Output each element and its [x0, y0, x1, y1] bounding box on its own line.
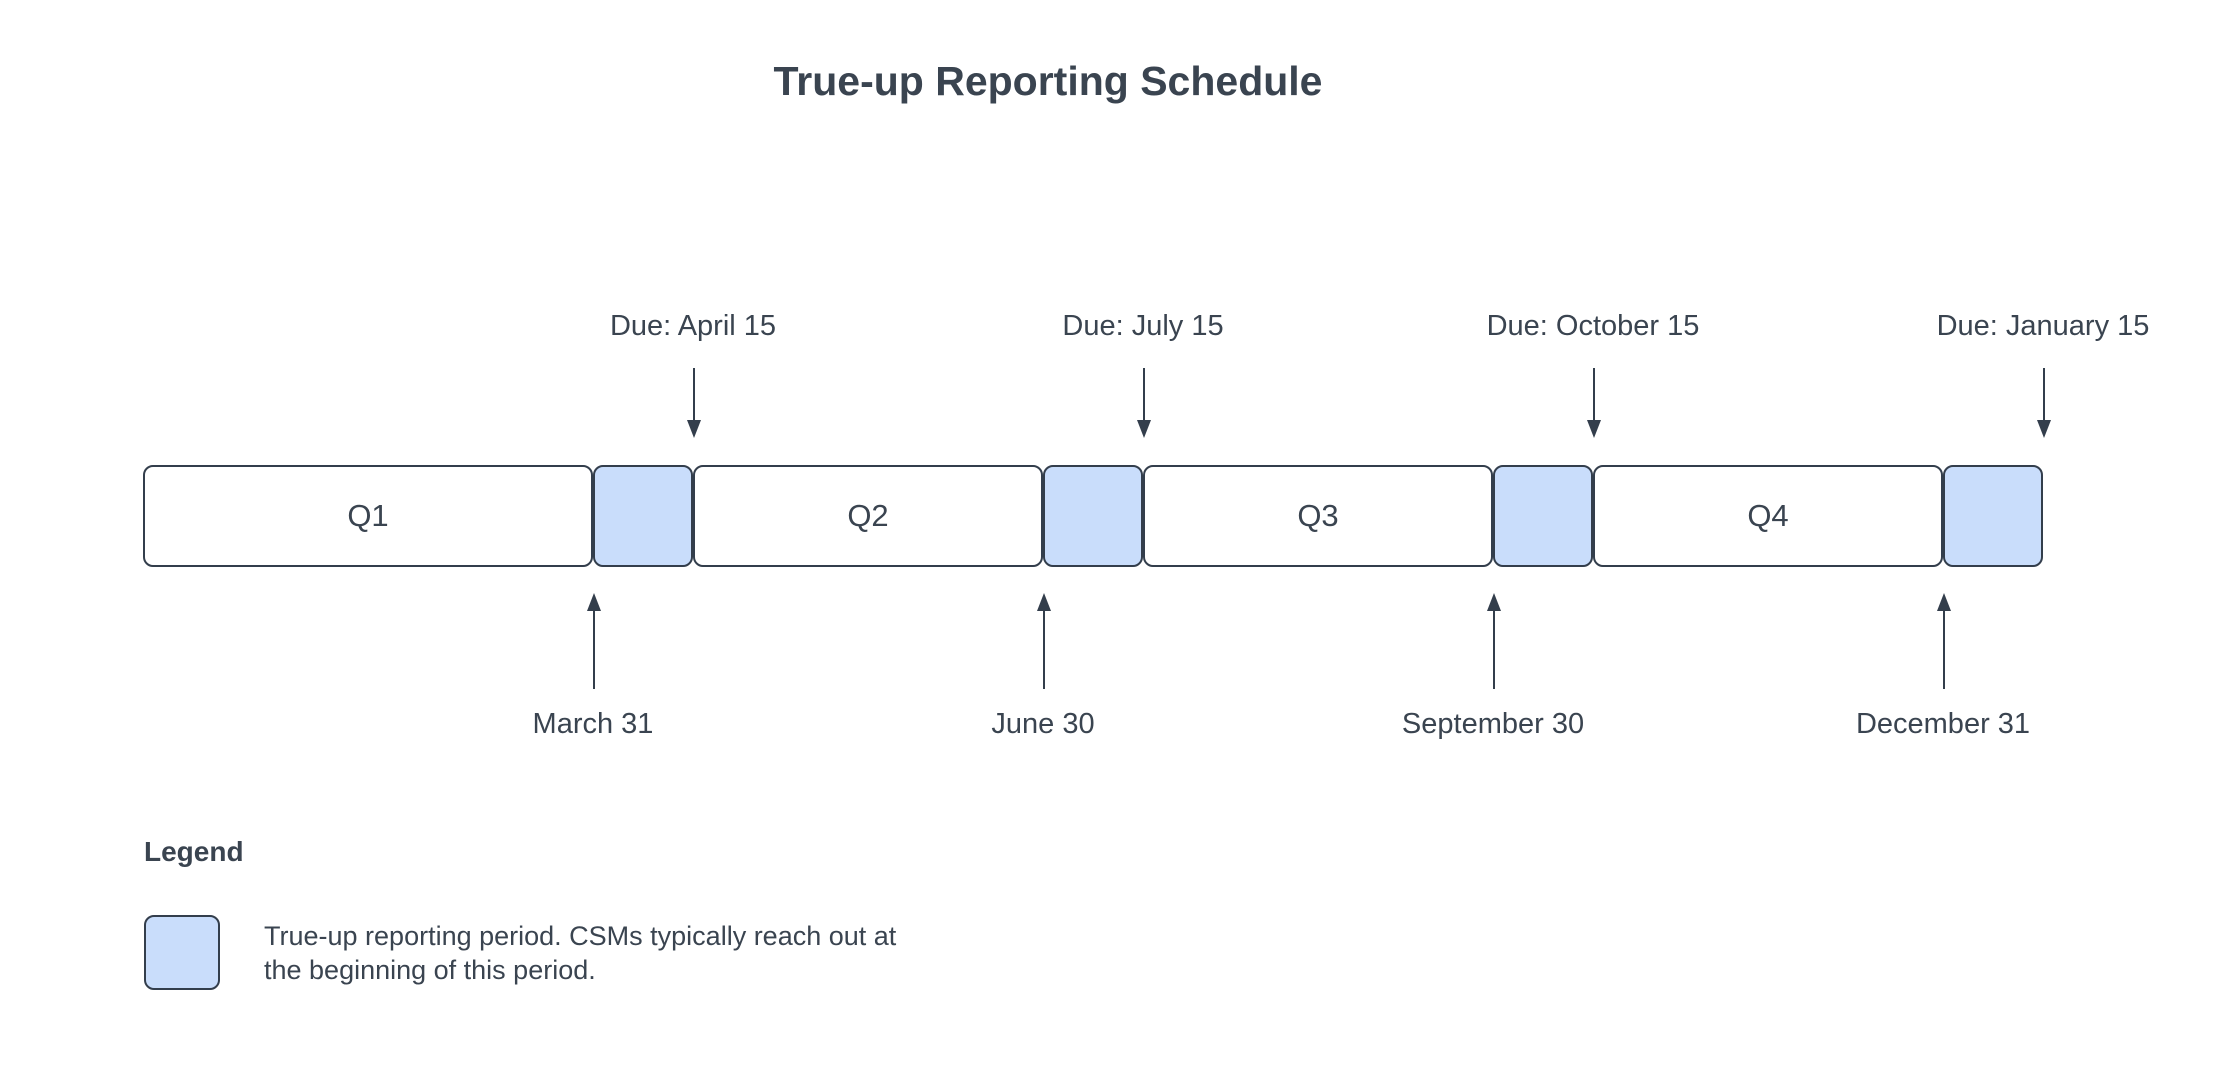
arrow-shaft — [593, 610, 595, 689]
arrow-shaft — [1943, 610, 1945, 689]
due-arrow-down-icon — [686, 368, 702, 439]
legend-heading: Legend — [144, 836, 244, 867]
quarter-end-label-q1: March 31 — [532, 708, 654, 740]
trueup-period-box-q1 — [593, 465, 693, 567]
arrow-head — [1037, 593, 1051, 611]
arrow-head — [1937, 593, 1951, 611]
arrow-shaft — [1143, 368, 1145, 421]
quarter-end-arrow-up-icon — [1486, 593, 1502, 690]
quarter-label: Q4 — [1747, 498, 1789, 533]
quarter-end-arrow-up-icon — [1936, 593, 1952, 690]
due-arrow-down-icon — [1586, 368, 1602, 439]
trueup-period-box-q4 — [1943, 465, 2043, 567]
arrow-shaft — [1593, 368, 1595, 421]
quarter-end-arrow-up-icon — [1036, 593, 1052, 690]
quarter-label: Q1 — [347, 498, 389, 533]
due-label-q4: Due: January 15 — [1936, 310, 2150, 342]
trueup-period-box-q2 — [1043, 465, 1143, 567]
quarter-end-label-q4: December 31 — [1855, 708, 2031, 740]
quarter-box-q4: Q4 — [1593, 465, 1943, 567]
due-label-q2: Due: July 15 — [1062, 310, 1224, 342]
legend-description-line: the beginning of this period. — [264, 955, 596, 985]
legend-description-line: True-up reporting period. CSMs typically… — [264, 921, 897, 951]
quarter-box-q1: Q1 — [143, 465, 593, 567]
quarter-box-q3: Q3 — [1143, 465, 1493, 567]
arrow-shaft — [693, 368, 695, 421]
trueup-period-box-q3 — [1493, 465, 1593, 567]
quarter-end-label-q3: September 30 — [1401, 708, 1585, 740]
due-label-q3: Due: October 15 — [1486, 310, 1700, 342]
page-title: True-up Reporting Schedule — [773, 58, 1323, 104]
quarter-box-q2: Q2 — [693, 465, 1043, 567]
legend-trueup-swatch — [144, 915, 220, 990]
due-arrow-down-icon — [1136, 368, 1152, 439]
arrow-shaft — [2043, 368, 2045, 421]
arrow-head — [2037, 420, 2051, 438]
arrow-shaft — [1043, 610, 1045, 689]
arrow-head — [587, 593, 601, 611]
legend-description: True-up reporting period. CSMs typically… — [264, 919, 896, 987]
arrow-head — [687, 420, 701, 438]
arrow-head — [1137, 420, 1151, 438]
arrow-head — [1587, 420, 1601, 438]
due-arrow-down-icon — [2036, 368, 2052, 439]
due-label-q1: Due: April 15 — [609, 310, 777, 342]
quarter-label: Q3 — [1297, 498, 1339, 533]
arrow-shaft — [1493, 610, 1495, 689]
arrow-head — [1487, 593, 1501, 611]
quarter-label: Q2 — [847, 498, 889, 533]
quarter-end-arrow-up-icon — [586, 593, 602, 690]
quarter-end-label-q2: June 30 — [991, 708, 1095, 740]
